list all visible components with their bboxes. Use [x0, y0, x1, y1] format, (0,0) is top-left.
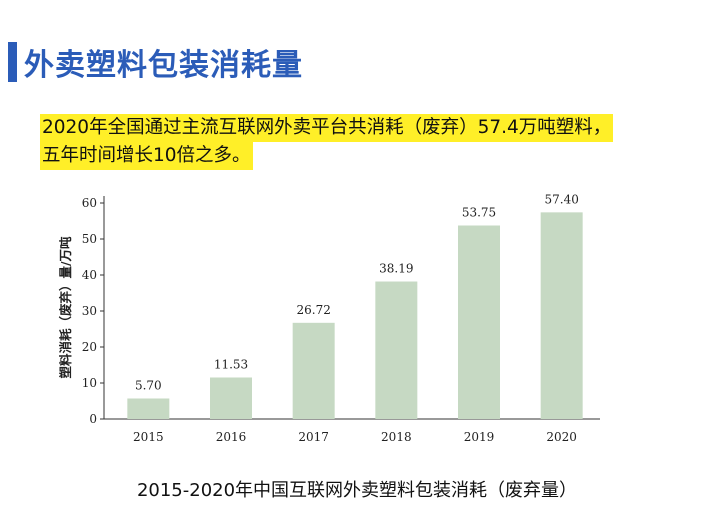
y-tick-label: 40 [82, 268, 97, 282]
x-tick-label: 2020 [546, 430, 577, 444]
bar [210, 377, 252, 419]
data-label: 26.72 [296, 303, 330, 317]
y-tick-label: 20 [82, 340, 97, 354]
x-tick-label: 2017 [298, 430, 329, 444]
x-tick-label: 2015 [133, 430, 164, 444]
page-title: 外卖塑料包装消耗量 [24, 48, 303, 83]
y-tick-label: 30 [82, 304, 97, 318]
highlight-line: 2020年全国通过主流互联网外卖平台共消耗（废弃）57.4万吨塑料， [40, 114, 614, 142]
y-tick-label: 50 [82, 232, 97, 246]
data-label: 57.40 [544, 192, 578, 206]
data-label: 5.70 [135, 378, 162, 392]
title-accent-bar [8, 42, 17, 82]
data-label: 38.19 [379, 262, 413, 276]
highlight-text: 2020年全国通过主流互联网外卖平台共消耗（废弃）57.4万吨塑料， 五年时间增… [40, 114, 690, 170]
y-tick-label: 0 [89, 412, 97, 426]
bar [375, 281, 418, 419]
chart-labels: 5.70 2015 11.53 2016 26.72 2017 38.19 2018 53.75… [133, 192, 579, 444]
chart-bars [127, 212, 583, 419]
bar [127, 398, 170, 419]
bar [540, 212, 583, 419]
y-tick-label: 10 [82, 376, 97, 390]
data-label: 53.75 [462, 206, 496, 220]
chart-caption: 2015-2020年中国互联网外卖塑料包装消耗（废弃量） [136, 480, 578, 501]
chart-axes: 0 10 20 30 40 50 60 [82, 196, 600, 426]
bar [292, 322, 335, 419]
x-tick-label: 2019 [464, 430, 495, 444]
bar [458, 225, 500, 419]
data-label: 11.53 [214, 357, 248, 371]
y-axis-label: 塑料消耗（废弃）量/万吨 [58, 236, 73, 379]
highlight-line: 五年时间增长10倍之多。 [40, 142, 253, 170]
x-tick-label: 2016 [216, 430, 247, 444]
x-tick-label: 2018 [381, 430, 412, 444]
y-tick-label: 60 [82, 196, 97, 210]
